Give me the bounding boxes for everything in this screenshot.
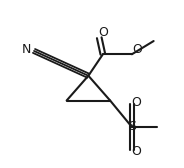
Text: O: O xyxy=(98,26,108,39)
Text: S: S xyxy=(128,120,136,133)
Text: O: O xyxy=(131,145,141,158)
Text: O: O xyxy=(131,96,141,109)
Text: N: N xyxy=(22,43,31,56)
Text: O: O xyxy=(132,43,142,56)
